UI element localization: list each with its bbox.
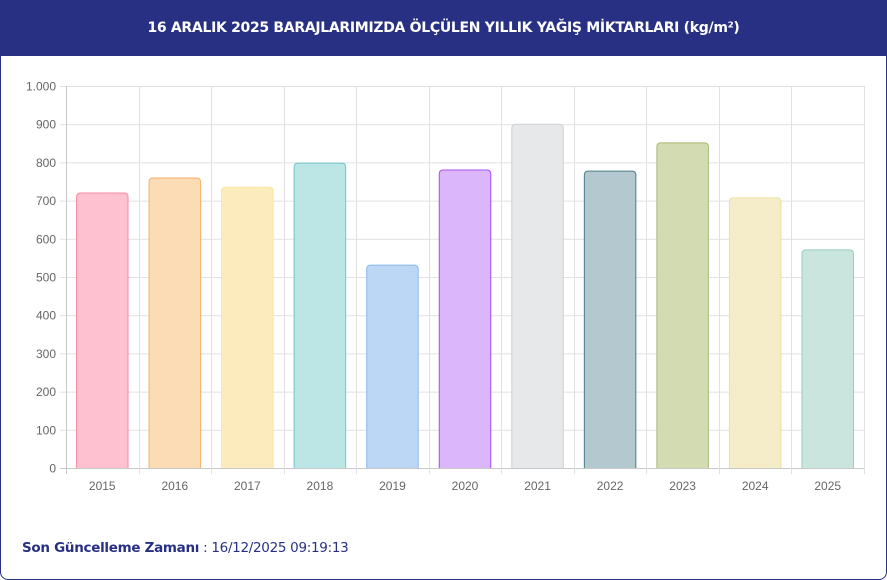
y-tick-label: 300 xyxy=(36,347,56,361)
bar-border xyxy=(221,186,274,468)
bar-2021[interactable] xyxy=(511,124,564,468)
bar-border xyxy=(148,177,202,468)
y-tick-label: 800 xyxy=(36,156,56,170)
bar-2018[interactable] xyxy=(294,163,346,468)
y-tick-label: 500 xyxy=(36,271,56,285)
bar-border xyxy=(801,249,854,468)
x-tick-label: 2017 xyxy=(234,479,261,493)
bar-border xyxy=(366,264,419,468)
x-tick-label: 2016 xyxy=(161,479,188,493)
bar-2022[interactable] xyxy=(584,171,636,468)
bar-border xyxy=(511,123,564,468)
x-tick-label: 2015 xyxy=(89,479,116,493)
last-update-value: 16/12/2025 09:19:13 xyxy=(211,540,349,556)
y-tick-label: 900 xyxy=(36,118,56,132)
bar-2016[interactable] xyxy=(149,178,201,468)
bar-2019[interactable] xyxy=(366,265,419,468)
x-tick-label: 2018 xyxy=(307,479,334,493)
x-tick-label: 2022 xyxy=(597,479,624,493)
x-tick-label: 2025 xyxy=(814,479,841,493)
bar-border xyxy=(76,192,129,468)
bar-border xyxy=(438,169,492,468)
x-tick-label: 2024 xyxy=(742,479,769,493)
bar-border xyxy=(293,162,347,468)
last-update: Son Güncelleme Zamanı : 16/12/2025 09:19… xyxy=(22,540,349,556)
bar-chart-canvas: 0 100 200 300 400 500 600 700 800 900 1.000 2015 201… xyxy=(26,80,865,493)
bar-border xyxy=(583,170,637,468)
bar-2023[interactable] xyxy=(656,142,709,468)
bar-2025[interactable] xyxy=(801,249,854,468)
y-tick-label: 1.000 xyxy=(26,80,56,94)
y-tick-label: 700 xyxy=(36,194,56,208)
last-update-label: Son Güncelleme Zamanı xyxy=(22,540,200,556)
bar-border xyxy=(728,197,782,468)
bar-2015[interactable] xyxy=(76,192,129,468)
x-tick-label: 2019 xyxy=(379,479,406,493)
bar-2017[interactable] xyxy=(221,187,274,469)
bar-border xyxy=(656,142,709,468)
x-tick-label: 2023 xyxy=(669,479,696,493)
chart-header: 16 ARALIK 2025 BARAJLARIMIZDA ÖLÇÜLEN YI… xyxy=(0,0,887,56)
bar-2020[interactable] xyxy=(439,170,491,468)
y-tick-label: 200 xyxy=(36,385,56,399)
x-tick-label: 2021 xyxy=(524,479,551,493)
y-tick-label: 600 xyxy=(36,232,56,246)
bar-2024[interactable] xyxy=(729,197,781,468)
y-tick-label: 0 xyxy=(49,462,56,476)
x-tick-label: 2020 xyxy=(452,479,479,493)
y-tick-label: 400 xyxy=(36,309,56,323)
chart-title: 16 ARALIK 2025 BARAJLARIMIZDA ÖLÇÜLEN YI… xyxy=(147,20,740,36)
last-update-separator: : xyxy=(199,540,212,556)
bar-chart: 0 100 200 300 400 500 600 700 800 900 1.000 2015 201… xyxy=(0,56,887,506)
y-tick-label: 100 xyxy=(36,423,56,437)
